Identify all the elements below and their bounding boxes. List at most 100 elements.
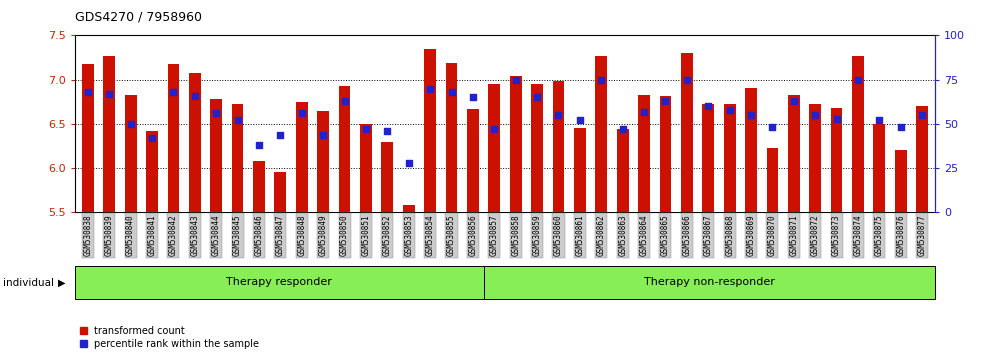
Legend: transformed count, percentile rank within the sample: transformed count, percentile rank withi… xyxy=(80,326,259,349)
Point xyxy=(764,125,780,130)
Bar xyxy=(531,84,543,212)
Text: GSM530857: GSM530857 xyxy=(490,215,499,256)
Text: GSM530866: GSM530866 xyxy=(682,215,691,256)
Text: GSM530859: GSM530859 xyxy=(533,215,542,256)
Point xyxy=(508,77,524,82)
Point xyxy=(615,126,631,132)
Bar xyxy=(274,172,286,212)
Bar xyxy=(916,106,928,212)
Text: GSM530874: GSM530874 xyxy=(853,215,862,256)
Bar xyxy=(210,99,222,212)
Text: GSM530838: GSM530838 xyxy=(83,215,92,256)
Bar xyxy=(895,150,907,212)
Text: GSM530862: GSM530862 xyxy=(597,215,606,256)
Text: GSM530852: GSM530852 xyxy=(383,215,392,256)
Point xyxy=(829,116,845,121)
Text: GSM530848: GSM530848 xyxy=(297,215,306,256)
Bar xyxy=(467,109,479,212)
Bar xyxy=(745,88,757,212)
Text: individual: individual xyxy=(3,278,54,288)
Point xyxy=(465,95,481,100)
Point xyxy=(358,126,374,132)
Bar xyxy=(339,86,350,212)
Text: GSM530853: GSM530853 xyxy=(404,215,413,256)
Text: GSM530844: GSM530844 xyxy=(212,215,221,256)
Text: GSM530839: GSM530839 xyxy=(105,215,114,256)
Bar xyxy=(852,56,864,212)
Text: GSM530869: GSM530869 xyxy=(747,215,756,256)
Bar xyxy=(232,103,243,212)
Bar xyxy=(296,102,308,212)
Point xyxy=(123,121,139,127)
Text: GSM530868: GSM530868 xyxy=(725,215,734,256)
Point xyxy=(743,112,759,118)
Text: GSM530850: GSM530850 xyxy=(340,215,349,256)
Text: GSM530865: GSM530865 xyxy=(661,215,670,256)
Bar xyxy=(873,124,885,212)
Text: GSM530873: GSM530873 xyxy=(832,215,841,256)
Point xyxy=(208,110,224,116)
Point xyxy=(379,128,395,134)
Bar xyxy=(125,95,137,212)
Bar xyxy=(510,76,522,212)
Text: Therapy responder: Therapy responder xyxy=(226,277,332,287)
Point xyxy=(337,98,353,104)
Point xyxy=(529,95,545,100)
Point xyxy=(850,77,866,82)
Bar xyxy=(488,84,500,212)
Text: GSM530864: GSM530864 xyxy=(640,215,649,256)
Point xyxy=(572,118,588,123)
Point xyxy=(315,132,331,137)
Text: GSM530843: GSM530843 xyxy=(190,215,199,256)
Bar xyxy=(831,108,842,212)
Point xyxy=(700,103,716,109)
Text: GDS4270 / 7958960: GDS4270 / 7958960 xyxy=(75,10,202,23)
Text: GSM530858: GSM530858 xyxy=(511,215,520,256)
Point xyxy=(80,89,96,95)
Text: GSM530846: GSM530846 xyxy=(254,215,263,256)
Bar xyxy=(809,104,821,212)
Point xyxy=(550,112,566,118)
Point xyxy=(165,89,181,95)
Text: GSM530845: GSM530845 xyxy=(233,215,242,256)
Point xyxy=(722,107,738,113)
Text: GSM530861: GSM530861 xyxy=(575,215,584,256)
Text: Therapy non-responder: Therapy non-responder xyxy=(644,277,775,287)
Point xyxy=(486,126,502,132)
Bar xyxy=(638,95,650,212)
Point xyxy=(187,93,203,98)
Bar xyxy=(484,266,935,299)
Bar xyxy=(424,49,436,212)
Point xyxy=(593,77,609,82)
Point xyxy=(636,109,652,114)
Bar xyxy=(381,142,393,212)
Point xyxy=(444,89,460,95)
Bar xyxy=(767,148,778,212)
Bar xyxy=(75,266,484,299)
Bar xyxy=(103,56,115,212)
Text: GSM530871: GSM530871 xyxy=(789,215,798,256)
Text: ▶: ▶ xyxy=(58,278,66,288)
Bar xyxy=(82,64,94,212)
Text: GSM530840: GSM530840 xyxy=(126,215,135,256)
Bar xyxy=(595,56,607,212)
Point xyxy=(679,77,695,82)
Point xyxy=(657,98,673,104)
Text: GSM530863: GSM530863 xyxy=(618,215,627,256)
Text: GSM530855: GSM530855 xyxy=(447,215,456,256)
Point xyxy=(251,142,267,148)
Bar xyxy=(681,53,693,212)
Point xyxy=(230,118,246,123)
Bar xyxy=(253,161,265,212)
Text: GSM530841: GSM530841 xyxy=(148,215,157,256)
Point xyxy=(294,110,310,116)
Point xyxy=(101,91,117,97)
Text: GSM530860: GSM530860 xyxy=(554,215,563,256)
Point xyxy=(914,112,930,118)
Text: GSM530872: GSM530872 xyxy=(811,215,820,256)
Text: GSM530851: GSM530851 xyxy=(361,215,370,256)
Bar xyxy=(317,110,329,212)
Point xyxy=(786,98,802,104)
Point xyxy=(871,118,887,123)
Bar xyxy=(146,131,158,212)
